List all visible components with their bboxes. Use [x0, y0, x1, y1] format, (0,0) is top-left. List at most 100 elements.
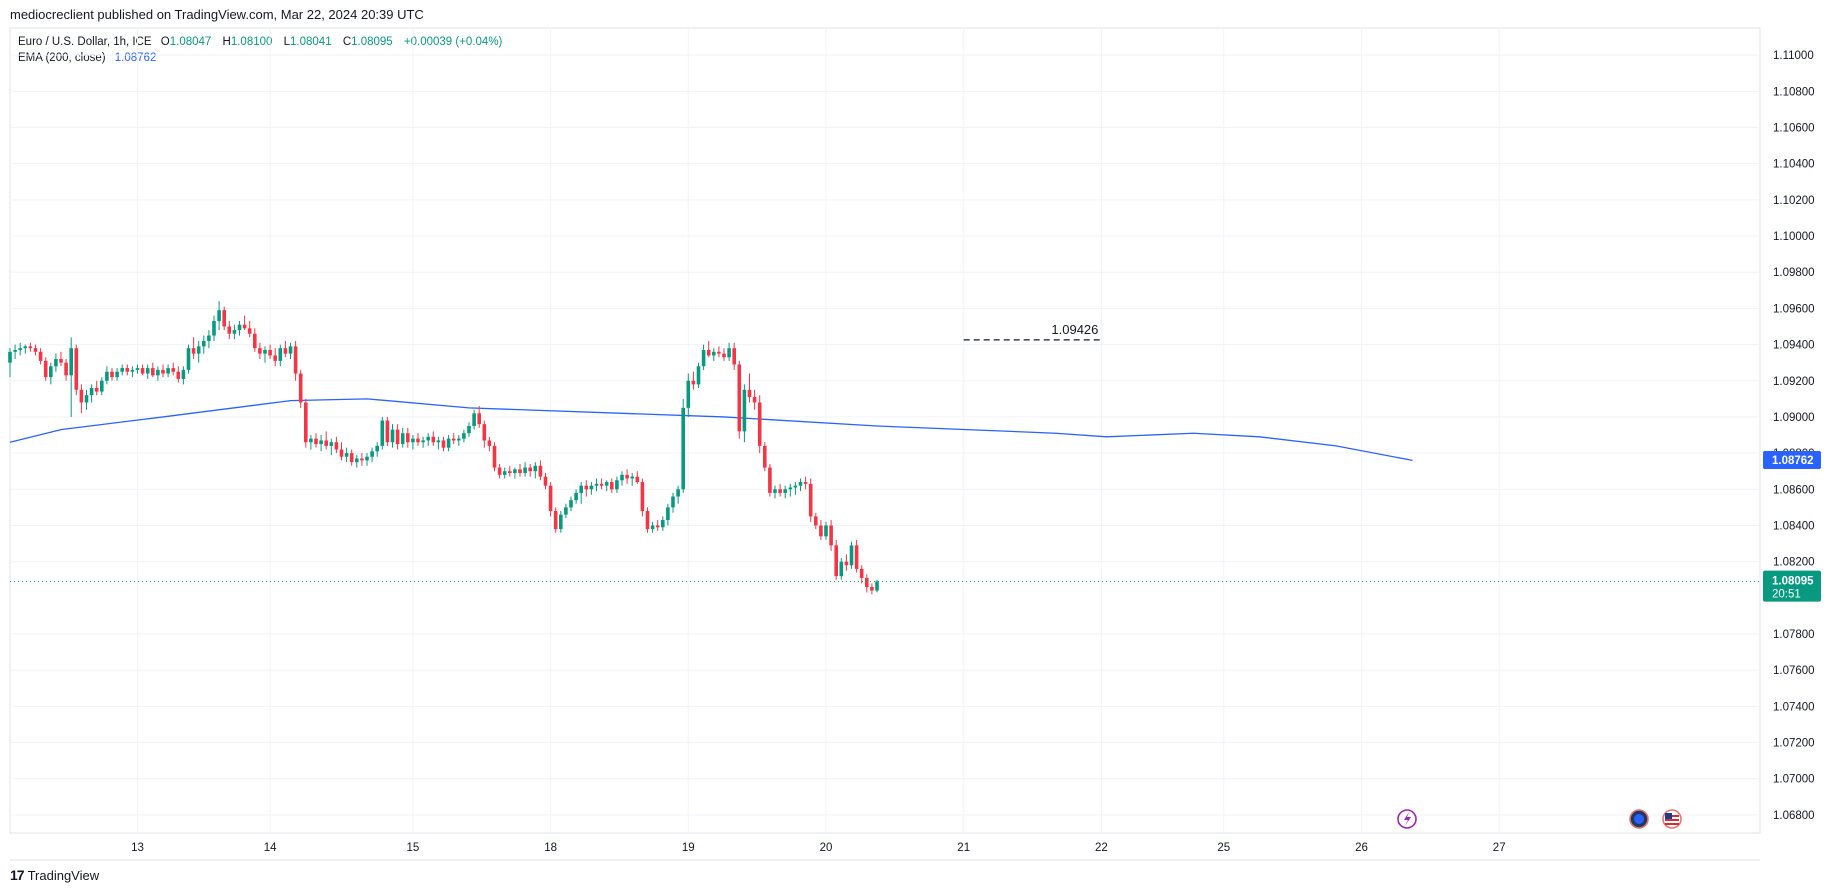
candle-body	[865, 577, 869, 587]
candle-body	[293, 346, 298, 374]
candle-body	[426, 436, 430, 441]
time-tick-label: 18	[544, 842, 557, 854]
candle-body	[584, 485, 589, 490]
time-tick-label: 13	[131, 842, 144, 854]
candle-body	[181, 369, 186, 379]
open-value: 1.08047	[169, 36, 212, 48]
candle-body	[375, 445, 379, 452]
candle-body	[859, 568, 864, 578]
price-tick-label: 1.10200	[1773, 195, 1815, 207]
last-price-badge-value: 1.08095	[1772, 576, 1814, 588]
candle-body	[528, 467, 532, 472]
candle-body	[38, 351, 43, 361]
candle-body	[579, 485, 583, 493]
low-value: 1.08041	[290, 36, 332, 48]
candle-body	[783, 489, 787, 493]
candle-body	[686, 380, 691, 408]
candle-body	[94, 387, 99, 392]
candle-body	[400, 433, 405, 445]
price-tick-label: 1.07000	[1773, 774, 1815, 786]
candle-body	[166, 368, 170, 374]
candle-body	[732, 348, 736, 365]
candle-body	[508, 471, 512, 474]
candle-body	[829, 525, 833, 546]
candle-body	[161, 369, 165, 374]
candle-body	[222, 310, 226, 327]
candle-body	[100, 380, 104, 392]
candle-body	[59, 359, 63, 363]
candle-body	[339, 449, 344, 457]
last-price-countdown: 20:51	[1772, 589, 1801, 601]
candle-body	[309, 438, 313, 443]
candle-body	[253, 333, 257, 349]
publish-caption: mediocreclient published on TradingView.…	[10, 7, 424, 22]
candle-body	[870, 586, 874, 591]
candle-body	[747, 389, 752, 398]
candle-body	[457, 438, 461, 441]
price-tick-label: 1.07800	[1773, 629, 1815, 641]
low-label: L	[283, 36, 291, 48]
candle-body	[701, 350, 706, 367]
candle-body	[247, 328, 252, 334]
tradingview-logo-text: TradingView	[27, 867, 100, 883]
price-tick-label: 1.08600	[1773, 484, 1815, 496]
candle-body	[630, 476, 634, 479]
candle-body	[370, 451, 374, 457]
candle-body	[125, 368, 130, 372]
candle-body	[324, 440, 328, 446]
candle-body	[589, 485, 594, 490]
candle-body	[604, 482, 609, 486]
candle-body	[416, 438, 420, 443]
candle-body	[757, 402, 762, 446]
candle-body	[207, 335, 211, 341]
candle-body	[156, 369, 160, 376]
candle-body	[610, 482, 614, 490]
candle-body	[798, 482, 803, 486]
candle-body	[594, 483, 599, 486]
candle-body	[620, 474, 624, 481]
plot-frame	[9, 27, 1761, 834]
candle-body	[298, 373, 303, 403]
candle-body	[808, 483, 813, 517]
time-tick-label: 21	[957, 842, 970, 854]
candle-body	[263, 350, 267, 354]
candle-body	[120, 368, 124, 372]
lightning-event-icon[interactable]	[1397, 809, 1417, 829]
candle-body	[788, 487, 793, 490]
time-tick-label: 22	[1095, 842, 1108, 854]
candle-body	[406, 433, 410, 443]
candle-body	[462, 433, 466, 439]
candle-body	[84, 395, 89, 403]
ema-layer	[9, 398, 1413, 461]
candle-body	[793, 485, 798, 488]
overlay-layer: 1.09426	[10, 322, 1760, 583]
candle-body	[365, 456, 369, 461]
candle-body	[681, 407, 685, 490]
time-tick-label: 26	[1355, 842, 1368, 854]
candle-body	[518, 469, 522, 474]
globe-event-icon[interactable]	[1629, 809, 1649, 829]
candle-body	[543, 476, 548, 486]
price-tick-label: 1.10800	[1773, 86, 1815, 98]
candle-body	[814, 516, 818, 526]
candle-body	[523, 467, 527, 474]
us-flag-event-icon[interactable]	[1662, 809, 1682, 829]
candle-body	[105, 371, 109, 381]
candle-body	[268, 350, 272, 356]
candle-body	[640, 482, 645, 511]
candle-body	[436, 440, 441, 443]
tradingview-branding[interactable]: 17 TradingView	[10, 867, 99, 883]
candle-body	[69, 348, 73, 376]
price-tick-label: 1.10400	[1773, 159, 1815, 171]
price-tick-label: 1.09000	[1773, 412, 1815, 424]
candle-body	[411, 438, 415, 443]
candle-body	[212, 321, 216, 336]
high-label: H	[222, 36, 231, 48]
candle-body	[304, 402, 308, 443]
candle-body	[283, 348, 288, 354]
candle-body	[671, 496, 675, 508]
candle-body	[278, 348, 283, 361]
symbol-title[interactable]: Euro / U.S. Dollar, 1h, ICE	[18, 36, 152, 48]
axes-layer: 1.11000 1.10800 1.10600 1.10400 1.10200 1.100…	[131, 50, 1821, 854]
